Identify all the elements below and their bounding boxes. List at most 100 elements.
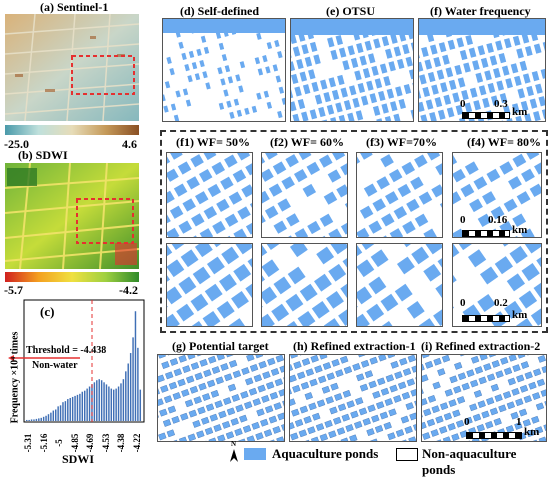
histogram-bar [101,380,102,421]
colorbar-b-min: -5.7 [4,283,23,298]
histogram-bar [43,417,44,421]
histogram-bar [125,371,126,421]
histogram-bar [140,390,141,421]
histogram-bar [65,401,66,421]
histogram-bar [48,414,49,421]
panel-f1-title: (f1) WF= 50% [176,135,250,150]
histogram-bar [128,364,129,422]
histogram-xtick: -5.31 [23,429,33,457]
pond-map [163,19,286,122]
scalebar-f4-unit: km [512,224,527,236]
panel-f3-title: (f3) WF=70% [366,135,437,150]
panel-f2-title: (f2) WF= 60% [270,135,344,150]
histogram-bar [36,419,37,421]
histogram-bar [137,348,138,421]
histogram-bar [33,419,34,421]
histogram-bar [55,410,56,422]
histogram-bar [28,420,29,421]
panel-a-title: (a) Sentinel-1 [40,0,108,15]
scalebar-i-val: 1 [516,416,522,428]
panel-e-title: (e) OTSU [326,4,375,19]
aquaculture-swatch [244,448,266,460]
panel-e-map [290,18,414,122]
histogram-bar [57,406,58,421]
panel-b-image [5,163,139,269]
histogram-bar [94,382,95,421]
pond-map [357,244,443,327]
panel-d-title: (d) Self-defined [180,4,259,19]
pond-map [262,153,348,238]
histogram-bar [70,398,71,421]
histogram-bar [120,383,121,421]
histogram-bar [132,337,133,421]
histogram-bar [45,416,46,421]
histogram-bar [115,389,116,421]
histogram-bar [111,389,112,421]
panel-g-title: (g) Potential target [172,339,269,354]
panel-g-map [157,354,285,442]
panel-f2-map-a [261,152,348,238]
legend-nonaquaculture: Non-aquaculture ponds [422,446,550,478]
pond-map [290,355,417,442]
histogram-bar [60,405,61,421]
histogram-bar [53,411,54,421]
histogram-bar [103,382,104,421]
panel-d-map [162,18,286,122]
histogram-bar [84,391,85,421]
pond-map [357,153,443,238]
histogram-bar [118,387,119,422]
histogram-bar [79,394,80,421]
nonwater-label: Non-water [32,360,78,371]
histogram-xlabel: SDWI [62,452,94,467]
histogram-xticks: -5.31-5.16-5-4.85-4.69-4.53-4.38-4.22 [24,424,144,454]
pond-map [291,19,414,122]
panel-a-image [5,14,139,121]
panel-h-title: (h) Refined extraction-1 [293,339,416,354]
scalebar-f-unit: km [512,106,527,118]
histogram-bar [96,380,97,421]
scalebar-f4-zero: 0 [460,214,466,226]
colorbar-b-max: -4.2 [119,283,138,298]
histogram-xtick: -4.53 [101,429,111,457]
north-label: N [231,440,236,448]
histogram-bar [130,353,131,421]
colorbar-a-max: 4.6 [122,137,137,152]
scalebar-f-zero: 0 [460,98,466,110]
legend-aquaculture: Aquaculture ponds [272,446,378,462]
scalebar-f4b-val: 0.2 [494,297,508,309]
panel-f3-map-a [356,152,443,238]
histogram-bar [99,379,100,421]
histogram-bar [82,392,83,421]
sentinel1-image [5,14,139,121]
panel-c-title: (c) [40,304,54,320]
scalebar-i-unit: km [524,426,539,438]
histogram-bar [113,390,114,421]
nonaquaculture-swatch [396,448,418,461]
panel-f1-map-b [166,243,253,327]
histogram-bar [86,389,87,421]
scalebar-f4b-zero: 0 [460,297,466,309]
histogram-bar [106,384,107,421]
pond-map [167,244,253,327]
scalebar-i-zero: 0 [464,416,470,428]
threshold-label: Threshold = -4.438 [26,345,106,356]
histogram-ylabel: Frequency ×10⁴ times [10,323,21,433]
histogram-bar [67,399,68,421]
panel-f1-map-a [166,152,253,238]
colorbar-b [5,272,139,282]
scalebar-f-val: 0.3 [494,98,508,110]
histogram-bar [62,402,63,421]
histogram-bar [26,420,27,421]
scalebar-f4-val: 0.16 [488,214,507,226]
pond-map [158,355,285,442]
histogram-bar [77,395,78,421]
panel-i-title: (i) Refined extraction-2 [421,339,540,354]
histogram-bar [135,311,136,421]
histogram-bar [74,396,75,421]
panel-f4-title: (f4) WF= 80% [467,135,541,150]
histogram-xtick: -4.22 [132,429,142,457]
histogram-xtick: -5.16 [39,429,49,457]
histogram-bar [31,419,32,421]
panel-f-title: (f) Water frequency [430,4,531,19]
pond-map [262,244,348,327]
